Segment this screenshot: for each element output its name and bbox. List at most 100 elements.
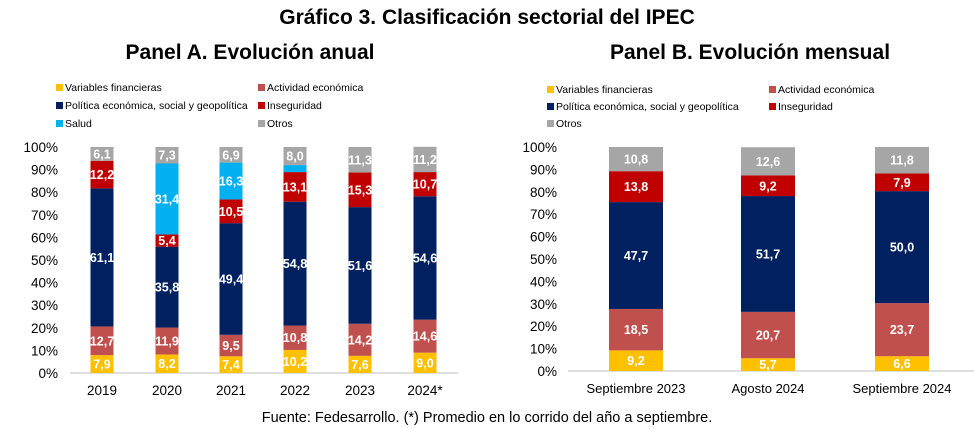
bar-segment [155, 327, 179, 355]
legend-item: Variables financieras [56, 82, 162, 94]
bar-segment [875, 191, 929, 304]
data-label: 14,6 [413, 330, 437, 344]
legend-swatch [56, 120, 63, 127]
data-label: 6,6 [893, 357, 910, 371]
data-label: 15,3 [348, 183, 372, 197]
data-label: 11,2 [413, 153, 437, 167]
legend-swatch [258, 102, 265, 109]
y-tick-label: 50% [31, 253, 58, 268]
chart-title: Gráfico 3. Clasificación sectorial del I… [279, 6, 695, 29]
legend-label: Actividad económica [267, 82, 364, 94]
legend-item: Actividad económica [769, 84, 874, 96]
bar-segment [609, 308, 663, 351]
legend-swatch [547, 86, 554, 93]
bar-segment [609, 171, 663, 203]
y-tick-label: 90% [31, 163, 58, 178]
y-tick-label: 80% [31, 185, 58, 200]
y-tick-label: 50% [530, 252, 557, 267]
data-label: 54,6 [413, 251, 437, 265]
bar-segment [741, 147, 795, 176]
bar-segment [348, 355, 372, 373]
legend-label: Otros [556, 118, 582, 130]
legend-item: Otros [258, 118, 293, 130]
y-tick-label: 0% [38, 366, 58, 381]
legend-swatch [547, 120, 554, 127]
y-tick-label: 0% [537, 364, 557, 379]
bar-segment [609, 202, 663, 309]
legend-swatch [56, 102, 63, 109]
legend-item: Actividad económica [258, 82, 363, 94]
y-tick-label: 70% [530, 207, 557, 222]
bar-segment [283, 172, 307, 202]
legend-label: Actividad económica [778, 84, 875, 96]
panel-a-title: Panel A. Evolución anual [125, 41, 375, 64]
legend-item: Otros [547, 118, 582, 130]
bar-segment [219, 356, 243, 373]
bar-segment [413, 319, 437, 353]
data-label: 5,7 [759, 358, 776, 372]
data-label: 13,8 [624, 180, 648, 194]
x-category-label: 2023 [345, 383, 375, 398]
data-label: 10,5 [219, 205, 243, 219]
bar-segment [413, 352, 437, 373]
data-label: 13,1 [283, 180, 307, 194]
bar-segment [283, 147, 307, 166]
legend-item: Salud [56, 118, 92, 130]
bar-segment [348, 172, 372, 208]
data-label: 50,0 [890, 241, 914, 255]
source-note: Fuente: Fedesarrollo. (*) Promedio en lo… [261, 410, 713, 426]
data-label: 31,4 [155, 192, 179, 206]
bar-segment [875, 356, 929, 371]
bar-segment [609, 350, 663, 371]
data-label: 7,3 [158, 149, 175, 163]
y-tick-label: 80% [530, 185, 557, 200]
y-tick-label: 90% [530, 162, 557, 177]
legend-item: Política económica, social y geopolítica [56, 100, 248, 112]
y-tick-label: 40% [31, 276, 58, 291]
x-category-label: 2019 [87, 383, 117, 398]
data-label: 12,7 [90, 334, 114, 348]
legend-swatch [547, 103, 554, 110]
x-category-label: Agosto 2024 [731, 381, 804, 396]
data-label: 10,7 [413, 178, 437, 192]
data-label: 9,0 [416, 356, 433, 370]
legend-label: Inseguridad [267, 100, 322, 112]
data-label: 10,8 [283, 331, 307, 345]
x-category-label: 2021 [216, 383, 246, 398]
bar-segment [219, 223, 243, 335]
legend-swatch [258, 84, 265, 91]
bar-segment [609, 147, 663, 172]
bar-segment [283, 165, 307, 173]
bar-segment [155, 246, 179, 328]
data-label: 49,4 [219, 272, 243, 286]
bar-segment [875, 147, 929, 174]
bar-segment [875, 173, 929, 192]
bar-segment [219, 162, 243, 200]
y-tick-label: 70% [31, 208, 58, 223]
data-label: 12,2 [90, 168, 114, 182]
data-label: 8,0 [286, 150, 303, 164]
data-label: 7,9 [893, 176, 910, 190]
y-tick-label: 20% [31, 321, 58, 336]
bar-segment [348, 323, 372, 356]
bar-segment [348, 207, 372, 324]
legend-label: Inseguridad [778, 101, 833, 113]
bar-segment [413, 172, 437, 197]
data-label: 23,7 [890, 323, 914, 337]
legend-label: Salud [65, 118, 92, 130]
x-category-label: Septiembre 2023 [586, 381, 685, 396]
legend-swatch [56, 84, 63, 91]
data-label: 10,8 [624, 153, 648, 167]
data-label: 61,1 [90, 251, 114, 265]
data-label: 9,2 [759, 179, 776, 193]
legend-item: Inseguridad [769, 101, 833, 113]
data-label: 10,2 [283, 355, 307, 369]
panel-b-title: Panel B. Evolución mensual [609, 41, 891, 64]
bar-segment [219, 147, 243, 163]
bar-segment [348, 147, 372, 173]
bar-segment [90, 355, 114, 373]
data-label: 5,4 [158, 234, 175, 248]
bar-segment [90, 326, 114, 356]
bar-segment [741, 196, 795, 312]
